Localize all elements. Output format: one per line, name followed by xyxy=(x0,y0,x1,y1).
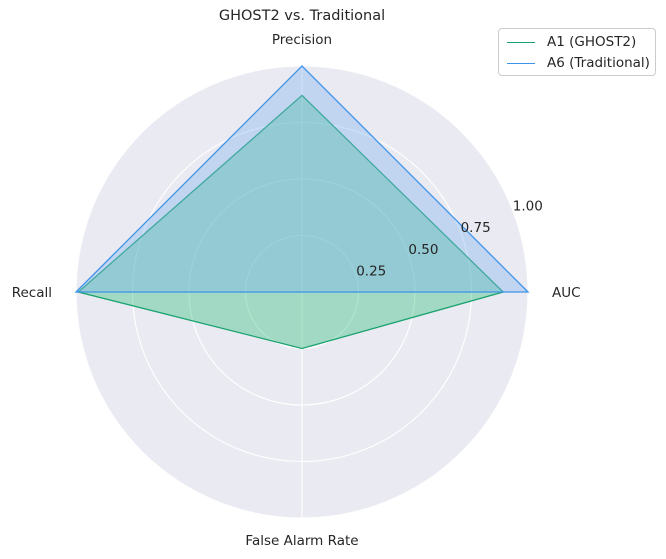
legend-label-a6: A6 (Traditional) xyxy=(547,55,650,71)
axis-label-2: Recall xyxy=(12,285,52,301)
r-tick-label: 0.75 xyxy=(461,220,491,236)
axis-label-0: AUC xyxy=(552,285,581,301)
r-tick-label: 1.00 xyxy=(513,199,543,215)
r-tick-label: 0.50 xyxy=(408,242,438,258)
axis-label-1: Precision xyxy=(272,32,332,48)
r-tick-label: 0.25 xyxy=(356,263,386,279)
chart-title: GHOST2 vs. Traditional xyxy=(218,8,386,24)
series-layer xyxy=(74,65,530,350)
legend-item-a1: A1 (GHOST2) xyxy=(507,33,636,51)
series-area-1 xyxy=(76,66,528,292)
legend: A1 (GHOST2) A6 (Traditional) xyxy=(498,28,656,76)
axis-label-3: False Alarm Rate xyxy=(245,533,358,549)
legend-swatch-a1 xyxy=(507,41,535,43)
series-area-0 xyxy=(78,95,504,349)
legend-item-a6: A6 (Traditional) xyxy=(507,54,650,72)
legend-swatch-a6 xyxy=(507,62,535,64)
series-line-1 xyxy=(74,65,530,293)
legend-label-a1: A1 (GHOST2) xyxy=(547,34,637,50)
axis-labels: AUC Precision Recall False Alarm Rate 0.25 0.… xyxy=(12,32,581,549)
